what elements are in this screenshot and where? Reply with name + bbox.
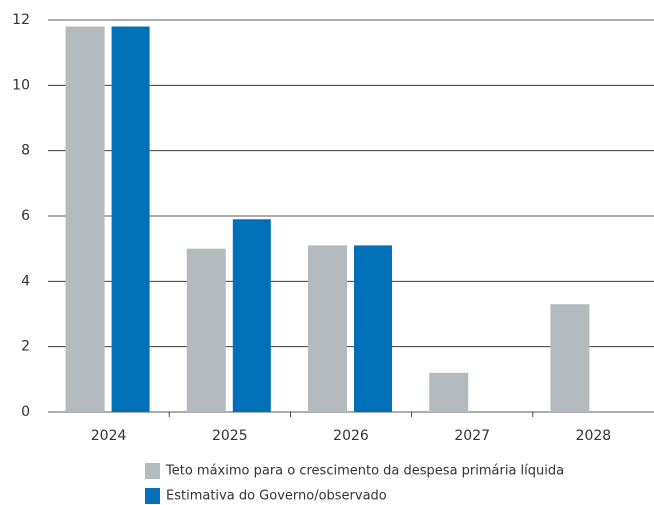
y-tick-label: 2: [21, 339, 30, 355]
bar: [111, 26, 150, 413]
y-tick-label: 12: [12, 12, 30, 28]
y-tick-label: 0: [21, 404, 30, 420]
legend-label: Teto máximo para o crescimento da despes…: [165, 464, 564, 479]
x-tick-label: 2026: [333, 428, 369, 444]
bar: [232, 219, 271, 412]
legend: Teto máximo para o crescimento da despes…: [145, 463, 564, 504]
bar: [308, 245, 347, 412]
legend-swatch: [145, 488, 160, 504]
legend-label: Estimativa do Governo/observado: [166, 489, 387, 504]
y-tick-label: 8: [21, 143, 30, 159]
x-tick-label: 2025: [212, 428, 248, 444]
legend-swatch: [145, 463, 160, 479]
y-tick-label: 6: [21, 208, 30, 224]
x-tick-label: 2024: [91, 428, 127, 444]
bar: [186, 248, 226, 412]
x-tick-label: 2028: [576, 428, 612, 444]
y-tick-label: 10: [12, 77, 30, 93]
y-tick-label: 4: [21, 273, 30, 289]
bar: [550, 304, 590, 412]
bar: [65, 26, 105, 413]
x-tick-label: 2027: [454, 428, 490, 444]
bar: [429, 372, 469, 412]
bar: [354, 245, 392, 412]
